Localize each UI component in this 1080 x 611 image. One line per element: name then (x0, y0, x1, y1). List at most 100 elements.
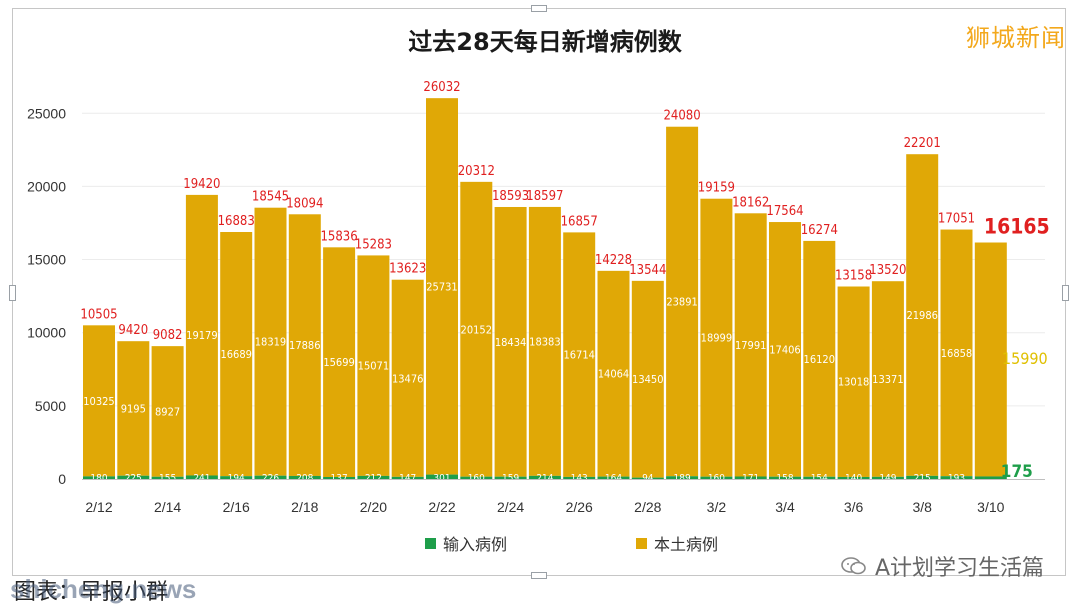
bar-import (837, 476, 870, 479)
bar-local (563, 232, 596, 477)
y-axis: 0 5000 10000 15000 20000 25000 (27, 105, 66, 487)
total-label: 13158 (835, 269, 872, 284)
bar-import (254, 475, 287, 479)
bar-local (83, 325, 115, 477)
bar-import (117, 475, 150, 479)
bar-local (357, 255, 390, 476)
total-label: 16165 (984, 215, 1050, 239)
bar-import (906, 475, 939, 479)
bar-local (288, 214, 321, 476)
chart-bars: 1050510325180942091952259082892715519420… (80, 80, 1049, 484)
x-tick-label: 3/2 (707, 499, 727, 515)
bar-import (940, 476, 973, 479)
bar-local (769, 222, 801, 477)
x-tick-label: 2/18 (291, 499, 318, 515)
x-tick-label: 2/28 (634, 499, 661, 515)
import-label: 149 (879, 473, 896, 484)
bar-local (494, 206, 527, 477)
bar-local (323, 247, 356, 477)
bar-import (631, 477, 664, 480)
import-label: 241 (193, 473, 210, 484)
wechat-account-name: A计划学习生活篇 (874, 556, 1044, 581)
local-label: 21986 (906, 309, 937, 322)
local-label: 8927 (155, 405, 180, 418)
bar-import (528, 475, 561, 479)
local-label: 18434 (495, 336, 526, 349)
total-label: 18162 (732, 195, 769, 210)
import-label: 154 (811, 473, 828, 484)
import-label: 155 (159, 473, 176, 484)
bar-local (597, 270, 630, 477)
bar-import (83, 476, 115, 479)
bar-import (666, 476, 699, 479)
local-label: 20152 (461, 323, 492, 336)
local-label: 16689 (220, 348, 251, 361)
import-label: 212 (365, 473, 382, 484)
total-label: 18593 (492, 189, 529, 204)
local-label: 19179 (186, 329, 217, 342)
local-label: 18999 (701, 332, 732, 345)
chart-legend: 输入病例 本土病例 (425, 535, 718, 554)
import-label: 171 (742, 473, 759, 484)
total-label: 17051 (938, 212, 975, 227)
y-tick-label: 15000 (27, 252, 66, 268)
x-tick-label: 2/20 (360, 499, 387, 515)
bar-import (460, 476, 493, 479)
total-label: 18597 (526, 189, 563, 204)
chart-title: 过去28天每日新增病例数 (408, 28, 682, 56)
total-label: 19420 (183, 177, 220, 192)
bar-import (391, 476, 424, 479)
local-label: 23891 (666, 295, 697, 308)
import-label: 180 (90, 473, 107, 484)
import-label: 301 (433, 473, 450, 484)
wechat-account: A计划学习生活篇 (841, 550, 1044, 582)
local-label: 16714 (563, 349, 594, 362)
y-tick-label: 0 (58, 471, 66, 487)
total-label: 13623 (389, 262, 426, 277)
x-tick-label: 3/10 (977, 499, 1004, 515)
total-label: 9082 (153, 328, 183, 343)
local-label: 13450 (632, 373, 663, 386)
bar-import (357, 475, 390, 479)
bar-local (666, 126, 699, 477)
total-label: 9420 (118, 323, 148, 338)
local-label: 17991 (735, 339, 766, 352)
local-label: 18319 (255, 336, 286, 349)
import-label: 147 (399, 473, 416, 484)
import-label: 189 (674, 473, 691, 484)
import-label: 208 (296, 473, 313, 484)
bar-local (220, 232, 253, 477)
local-label: 10325 (83, 395, 114, 408)
bar-import (220, 476, 253, 479)
import-label: 140 (845, 473, 862, 484)
bar-local (837, 286, 870, 477)
bar-local (631, 280, 664, 478)
import-label: 194 (228, 473, 245, 484)
local-label: 15699 (323, 356, 354, 369)
bar-import (151, 476, 184, 479)
import-label: 193 (948, 473, 965, 484)
bar-local (391, 279, 424, 477)
local-label: 15071 (358, 360, 389, 373)
bar-local (871, 281, 904, 477)
x-tick-label: 3/4 (775, 499, 795, 515)
bar-import (871, 476, 904, 479)
x-tick-label: 2/24 (497, 499, 524, 515)
resize-handle-top[interactable] (531, 5, 547, 12)
x-tick-label: 2/16 (223, 499, 250, 515)
bar-local (528, 206, 561, 476)
bar-local (460, 181, 493, 477)
total-label: 22201 (904, 136, 941, 151)
bar-local (803, 240, 836, 477)
local-label: 13018 (838, 376, 869, 389)
bar-local (117, 341, 150, 476)
resize-handle-bottom[interactable] (531, 572, 547, 579)
total-label: 20312 (458, 164, 495, 179)
y-tick-label: 5000 (35, 398, 66, 414)
total-label: 10505 (80, 307, 117, 322)
bar-local (700, 198, 733, 477)
resize-handle-left[interactable] (9, 285, 16, 301)
resize-handle-right[interactable] (1062, 285, 1069, 301)
import-label: 215 (914, 473, 931, 484)
